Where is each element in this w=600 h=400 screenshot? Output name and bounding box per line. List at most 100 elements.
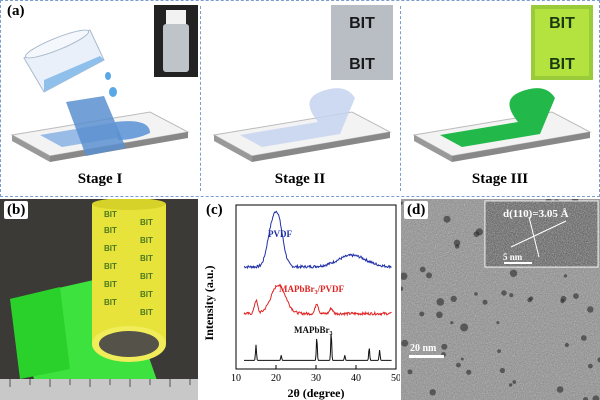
nanocrystal-dot [401,339,409,347]
series-line [243,210,392,270]
nanocrystal-dot [501,290,507,296]
nanocrystal-dot [588,363,593,369]
nanocrystal-dot [407,369,413,375]
x-axis-label: 2θ (degree) [287,386,344,400]
svg-text:BIT: BIT [104,226,117,235]
nanocrystal-dot [556,386,564,393]
nanocrystal-dot [496,321,500,325]
svg-text:BIT: BIT [140,236,153,245]
nanocrystal-dot [597,357,600,363]
rolled-film [92,204,166,344]
nanocrystal-dot [587,306,594,313]
vial-cap [166,10,186,24]
nanocrystal-dot [475,228,483,236]
nanocrystal-dot [401,272,408,280]
stage-2-illustration: BIT BIT [212,5,393,162]
nanocrystal-dot [497,349,501,353]
series-line [244,334,392,361]
panel-b-photo: BIT BIT BIT BIT BIT BIT BIT BIT BIT BIT BIT BI… [0,199,198,400]
film-text-top: BIT [549,15,575,32]
inset-scale-label: 5 nm [503,252,523,262]
nanocrystal-dot [509,293,514,298]
nanocrystal-dot [529,296,534,301]
stage-2-label: Stage II [274,171,326,187]
nanocrystal-dot [460,323,469,332]
nanocrystal-dot [580,335,587,341]
stage-divider [200,6,201,191]
film-text-bottom: BIT [349,56,375,73]
nanocrystal-dot [436,311,443,319]
nanocrystal-dot [456,362,461,368]
svg-text:BIT: BIT [104,244,117,253]
svg-text:BIT: BIT [104,210,117,219]
nanocrystal-dot [443,215,451,223]
nanocrystal-dot [560,295,567,302]
film-photo-clear [331,5,393,80]
beaker-icon [23,29,105,93]
x-tick-label: 50 [391,373,400,384]
nanocrystal-dot [460,357,464,361]
panel-label-d: (d) [404,201,429,219]
svg-text:BIT: BIT [140,272,153,281]
svg-text:BIT: BIT [104,262,117,271]
vial-body [163,24,189,72]
stage-divider [400,6,401,191]
stage-1-label: Stage I [77,171,123,187]
nanocrystal-dot [564,342,569,348]
scale-bar-label: 20 nm [410,343,437,354]
solution-drop [105,72,111,80]
green-film [440,88,555,147]
series-line [243,283,392,317]
panel-d-tem-image: d(110)=3.05 Å 5 nm 20 nm [401,199,600,400]
fabrication-schematic: BIT BIT BIT BIT [10,5,593,162]
nanocrystal-dot [474,292,478,296]
svg-text:BIT: BIT [104,280,117,289]
panel-label-c: (c) [203,201,226,219]
nanocrystal-dot [450,295,457,302]
nanocrystal-dot [583,397,589,400]
y-axis-label: Intensity (a.u.) [202,265,216,340]
nanocrystal-dot [454,244,460,249]
d-spacing-label: d(110)=3.05 Å [503,208,569,220]
nanocrystal-dot [429,389,436,396]
peeled-film [240,88,355,147]
svg-text:BIT: BIT [140,254,153,263]
film-text-top: BIT [349,15,375,32]
stage-3-illustration: BIT BIT [412,5,593,162]
panel-c-xrd-chart: 10 20 30 40 50 2θ (degree) Intensity (a.u.) … [202,204,400,400]
series-label-composite: MAPbBr3/PVDF [279,284,344,296]
svg-text:BIT: BIT [140,308,153,317]
nanocrystal-dot [466,369,472,375]
x-tick-label: 30 [311,373,321,384]
nanocrystal-dot [401,286,404,292]
nanocrystal-dot [563,274,568,278]
nanocrystal-dot [426,272,432,279]
scale-bar [409,355,444,358]
nanocrystal-dot [419,311,425,317]
nanocrystal-dot [401,201,403,205]
nanocrystal-dot [482,299,488,305]
nanocrystal-dot [499,367,505,374]
x-tick-label: 40 [351,373,361,384]
stage-3-label: Stage III [471,171,529,187]
nanocrystal-dot [508,383,513,387]
svg-text:BIT: BIT [104,298,117,307]
nanocrystal-dot [453,239,461,247]
doctor-blade [66,96,126,156]
panel-label-a: (a) [4,2,28,20]
film-text-bottom: BIT [549,56,575,73]
nanocrystal-dot [441,343,448,350]
nanocrystal-dot [509,269,518,277]
x-tick-label: 10 [231,373,241,384]
nanocrystal-dot [512,380,517,384]
x-tick-label: 20 [271,373,281,384]
svg-text:BIT: BIT [140,290,153,299]
stage-1-illustration [10,5,198,162]
panel-label-b: (b) [4,201,29,219]
series-label-pvdf: PVDF [268,229,292,239]
chart-axes: 10 20 30 40 50 [231,204,400,384]
solution-drop [109,87,117,97]
svg-text:BIT: BIT [140,218,153,227]
nanocrystal-dot [419,266,426,273]
series-label-mapbbr3: MAPbBr3 [294,325,333,337]
